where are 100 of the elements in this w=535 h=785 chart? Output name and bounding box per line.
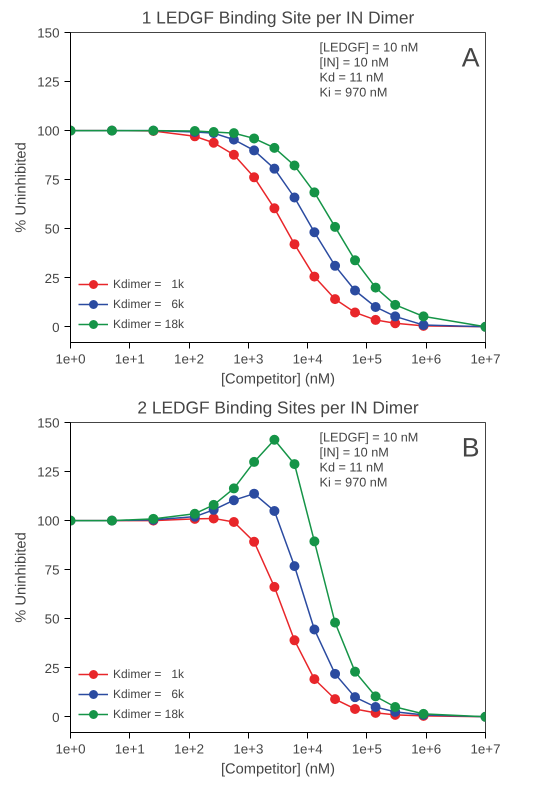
point bbox=[390, 311, 400, 322]
legend-label: Kdimer = 18k bbox=[113, 707, 184, 721]
point bbox=[309, 187, 320, 198]
point bbox=[289, 459, 300, 470]
point bbox=[208, 500, 219, 510]
x-tick-label: 1e+4 bbox=[292, 352, 324, 366]
y-tick-label: 150 bbox=[37, 416, 60, 430]
x-tick-label: 1e+1 bbox=[114, 352, 145, 366]
annotation: [LEDGF] = 10 nM bbox=[320, 40, 418, 54]
point bbox=[190, 508, 200, 519]
y-tick-label: 100 bbox=[37, 514, 60, 529]
point bbox=[249, 456, 260, 467]
annotation: Kd = 11 nM bbox=[320, 460, 384, 474]
point bbox=[249, 145, 260, 156]
y-tick-label: 75 bbox=[44, 562, 60, 578]
point bbox=[228, 516, 239, 527]
point bbox=[390, 702, 400, 712]
legend-label: Kdimer = 6k bbox=[113, 297, 184, 311]
annotation: [LEDGF] = 10 nM bbox=[320, 430, 418, 444]
y-tick-label: 25 bbox=[44, 270, 60, 286]
point bbox=[370, 282, 381, 293]
x-axis-title: [Competitor] (nM) bbox=[220, 762, 336, 778]
x-tick-label: 1e+1 bbox=[114, 742, 145, 756]
y-axis-title: % Uninhibited bbox=[13, 142, 30, 233]
chart-title: 2 LEDGF Binding Sites per IN Dimer bbox=[137, 398, 419, 418]
point bbox=[228, 483, 239, 494]
x-tick-label: 1e+0 bbox=[55, 742, 86, 756]
chart-title: 1 LEDGF Binding Site per IN Dimer bbox=[142, 8, 414, 28]
y-axis-title: % Uninhibited bbox=[13, 532, 30, 623]
x-tick-label: 1e+2 bbox=[174, 742, 204, 756]
point bbox=[208, 138, 219, 148]
point bbox=[228, 128, 239, 138]
point bbox=[309, 674, 320, 684]
x-tick-label: 1e+5 bbox=[352, 742, 382, 756]
y-tick-label: 125 bbox=[37, 74, 60, 90]
point bbox=[350, 286, 360, 296]
annotation: A bbox=[462, 42, 480, 72]
point bbox=[370, 302, 381, 312]
y-tick-label: 150 bbox=[37, 26, 60, 40]
point bbox=[289, 635, 300, 646]
point bbox=[249, 536, 260, 547]
point bbox=[309, 536, 320, 546]
x-tick-label: 1e+3 bbox=[233, 352, 264, 366]
point bbox=[370, 702, 381, 712]
x-axis-title: [Competitor] (nM) bbox=[220, 372, 336, 388]
y-tick-label: 50 bbox=[44, 612, 60, 627]
x-tick-label: 1e+6 bbox=[411, 352, 442, 366]
point bbox=[390, 300, 400, 310]
point bbox=[289, 160, 300, 171]
y-tick-label: 100 bbox=[37, 124, 60, 139]
point bbox=[330, 294, 340, 304]
point bbox=[330, 260, 340, 271]
legend-label: Kdimer = 1k bbox=[113, 667, 184, 681]
y-tick-label: 75 bbox=[44, 172, 60, 188]
point bbox=[269, 434, 280, 445]
x-tick-label: 1e+3 bbox=[233, 742, 264, 756]
point bbox=[249, 133, 260, 144]
annotation: [IN] = 10 nM bbox=[320, 446, 389, 460]
x-tick-label: 1e+5 bbox=[352, 352, 382, 366]
point bbox=[269, 203, 280, 214]
point bbox=[330, 618, 340, 628]
point bbox=[370, 314, 381, 325]
point bbox=[370, 691, 381, 702]
x-tick-label: 1e+0 bbox=[55, 352, 86, 366]
point bbox=[269, 142, 280, 153]
point bbox=[269, 164, 280, 174]
x-tick-label: 1e+4 bbox=[292, 742, 324, 756]
annotation: Kd = 11 nM bbox=[320, 70, 384, 84]
point bbox=[330, 222, 340, 232]
annotation: [IN] = 10 nM bbox=[320, 56, 389, 70]
point bbox=[208, 513, 219, 524]
point bbox=[228, 150, 239, 160]
point bbox=[289, 239, 300, 250]
y-tick-label: 0 bbox=[52, 710, 60, 725]
point bbox=[350, 255, 360, 266]
point bbox=[350, 704, 360, 714]
point bbox=[350, 692, 360, 702]
legend-label: Kdimer = 18k bbox=[113, 317, 184, 331]
point bbox=[309, 227, 320, 238]
point bbox=[309, 272, 320, 282]
x-tick-label: 1e+7 bbox=[470, 352, 501, 366]
point bbox=[350, 666, 360, 677]
point bbox=[309, 624, 320, 634]
y-tick-label: 50 bbox=[44, 222, 60, 237]
y-tick-label: 25 bbox=[44, 660, 60, 676]
y-tick-label: 0 bbox=[52, 320, 60, 335]
point bbox=[289, 561, 300, 572]
x-tick-label: 1e+2 bbox=[174, 352, 204, 366]
annotation: B bbox=[462, 432, 480, 462]
annotation: Ki = 970 nM bbox=[320, 86, 388, 100]
legend-label: Kdimer = 1k bbox=[113, 277, 184, 291]
point bbox=[269, 506, 280, 516]
point bbox=[289, 192, 300, 202]
point bbox=[330, 694, 340, 704]
point bbox=[228, 495, 239, 506]
point bbox=[249, 488, 260, 499]
legend-label: Kdimer = 6k bbox=[113, 687, 184, 701]
x-tick-label: 1e+7 bbox=[470, 742, 501, 756]
x-tick-label: 1e+6 bbox=[411, 742, 442, 756]
point bbox=[330, 668, 340, 679]
